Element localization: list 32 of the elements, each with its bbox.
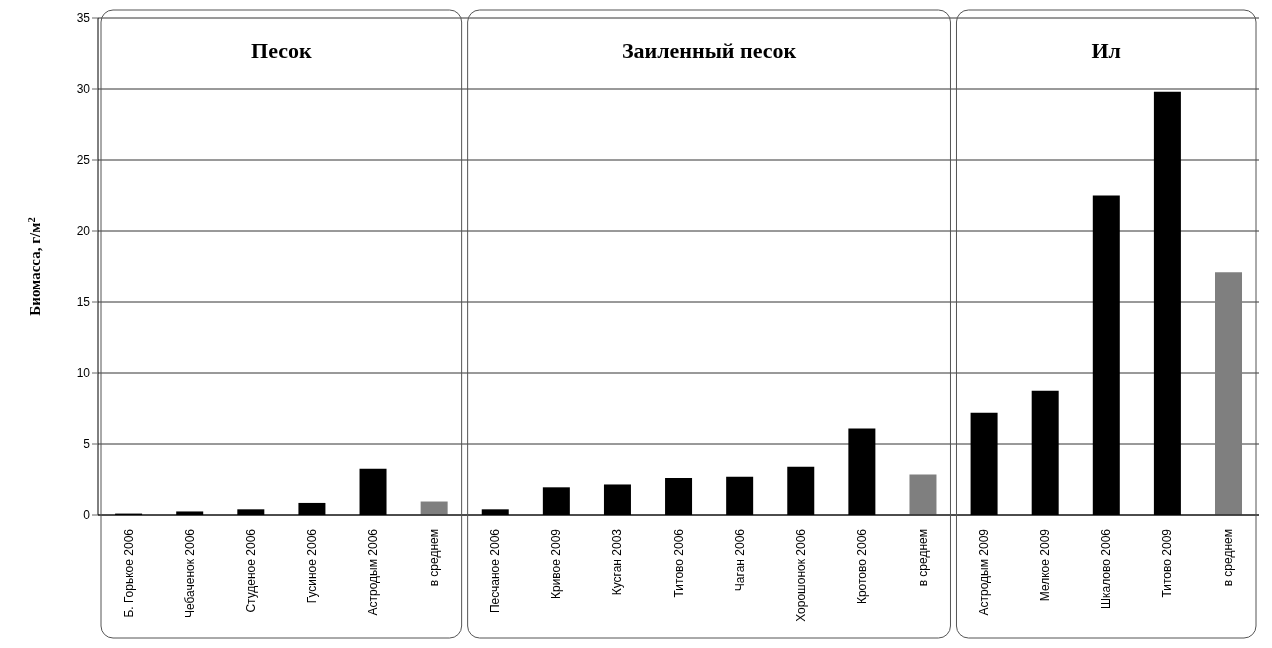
x-tick-label: Астродым 2006 — [365, 528, 380, 616]
x-tick-label: Титово 2006 — [671, 528, 686, 598]
x-tick-label: в среднем — [1221, 529, 1236, 587]
y-tick-label: 25 — [76, 153, 91, 168]
x-tick-label: Мелкое 2009 — [1038, 528, 1053, 602]
x-tick-label: Титово 2009 — [1160, 528, 1175, 598]
x-tick-label: Кусган 2003 — [610, 528, 625, 596]
x-tick-label: в среднем — [427, 529, 442, 587]
annotation: Ил — [1091, 38, 1121, 63]
x-tick-label: Б. Горькое 2006 — [121, 528, 136, 618]
x-tick-label: Чаган 2006 — [732, 528, 747, 592]
x-tick-label: Астродым 2009 — [977, 528, 992, 616]
x-tick-label: Чебаченок 2006 — [182, 528, 197, 619]
y-tick-label: 10 — [76, 366, 91, 381]
x-tick-label: в среднем — [915, 529, 930, 587]
y-tick-label: 20 — [76, 224, 91, 239]
y-tick-label: 30 — [76, 82, 91, 97]
x-tick-label: Кривое 2009 — [549, 528, 564, 599]
y-tick-label: 0 — [83, 508, 91, 523]
x-tick-label: Песчаное 2006 — [488, 528, 503, 614]
annotation: Заиленный песок — [621, 38, 797, 63]
bar — [1215, 272, 1242, 515]
bar — [909, 474, 937, 515]
x-tick-label: Шкалово 2006 — [1099, 528, 1114, 609]
y-tick-label: 5 — [83, 437, 91, 452]
y-tick-label: 15 — [76, 295, 91, 310]
y-tick-label: 35 — [76, 11, 91, 26]
x-tick-label: Гусиное 2006 — [304, 528, 319, 604]
x-tick-label: Студеное 2006 — [243, 528, 258, 613]
annotation: Песок — [251, 38, 312, 63]
x-tick-label: Кротово 2006 — [854, 528, 869, 605]
x-tick-label: Хорошонок 2006 — [793, 528, 808, 622]
